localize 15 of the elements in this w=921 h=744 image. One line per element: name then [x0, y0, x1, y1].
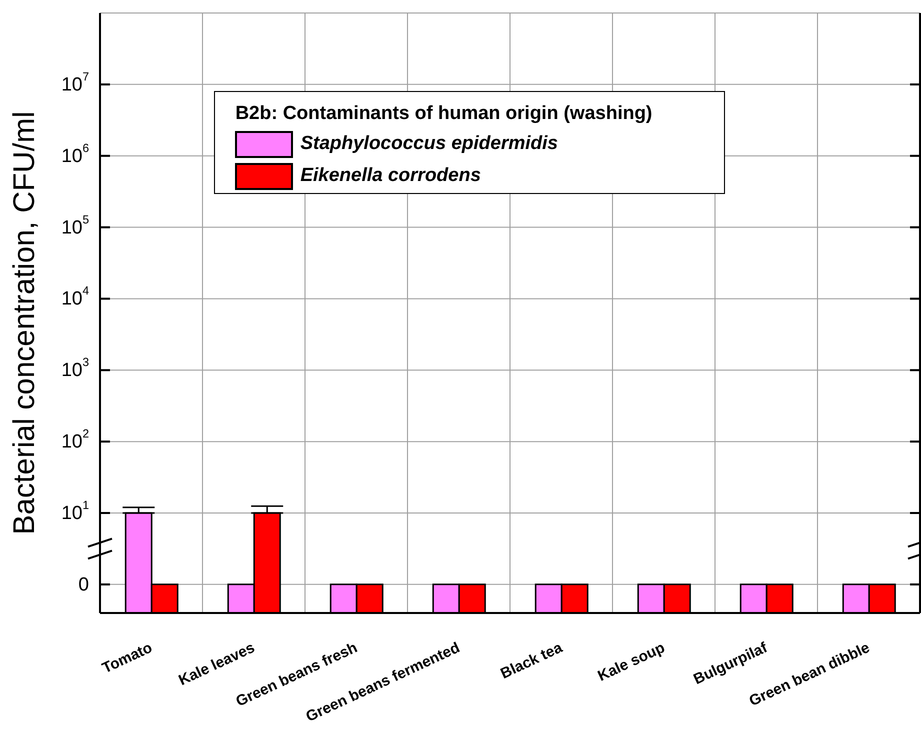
- x-tick-label: Kale soup: [595, 639, 668, 685]
- legend-title: B2b: Contaminants of human origin (washing): [235, 102, 654, 126]
- y-tick-label: 10$^{7}$: [61, 70, 89, 95]
- y-tick-label: 0: [78, 574, 89, 595]
- y-tick-label: 10$^{3}$: [61, 356, 90, 381]
- y-tick-label: 10$^{6}$: [61, 141, 90, 166]
- y-tick-label: 10$^{2}$: [61, 427, 89, 452]
- y-tick-label: 10$^{1}$: [61, 498, 89, 524]
- legend-label: Eikenella corrodens: [300, 165, 481, 187]
- legend-label: Staphylococcus epidermidis: [300, 133, 558, 155]
- y-axis-title: Bacterial concentration, CFU/ml: [8, 111, 41, 535]
- x-tick-label: Black tea: [498, 638, 566, 682]
- y-tick-label: 10$^{4}$: [61, 284, 90, 310]
- y-tick-label: 10$^{5}$: [61, 212, 90, 238]
- x-tick-label: Kale leaves: [176, 639, 258, 690]
